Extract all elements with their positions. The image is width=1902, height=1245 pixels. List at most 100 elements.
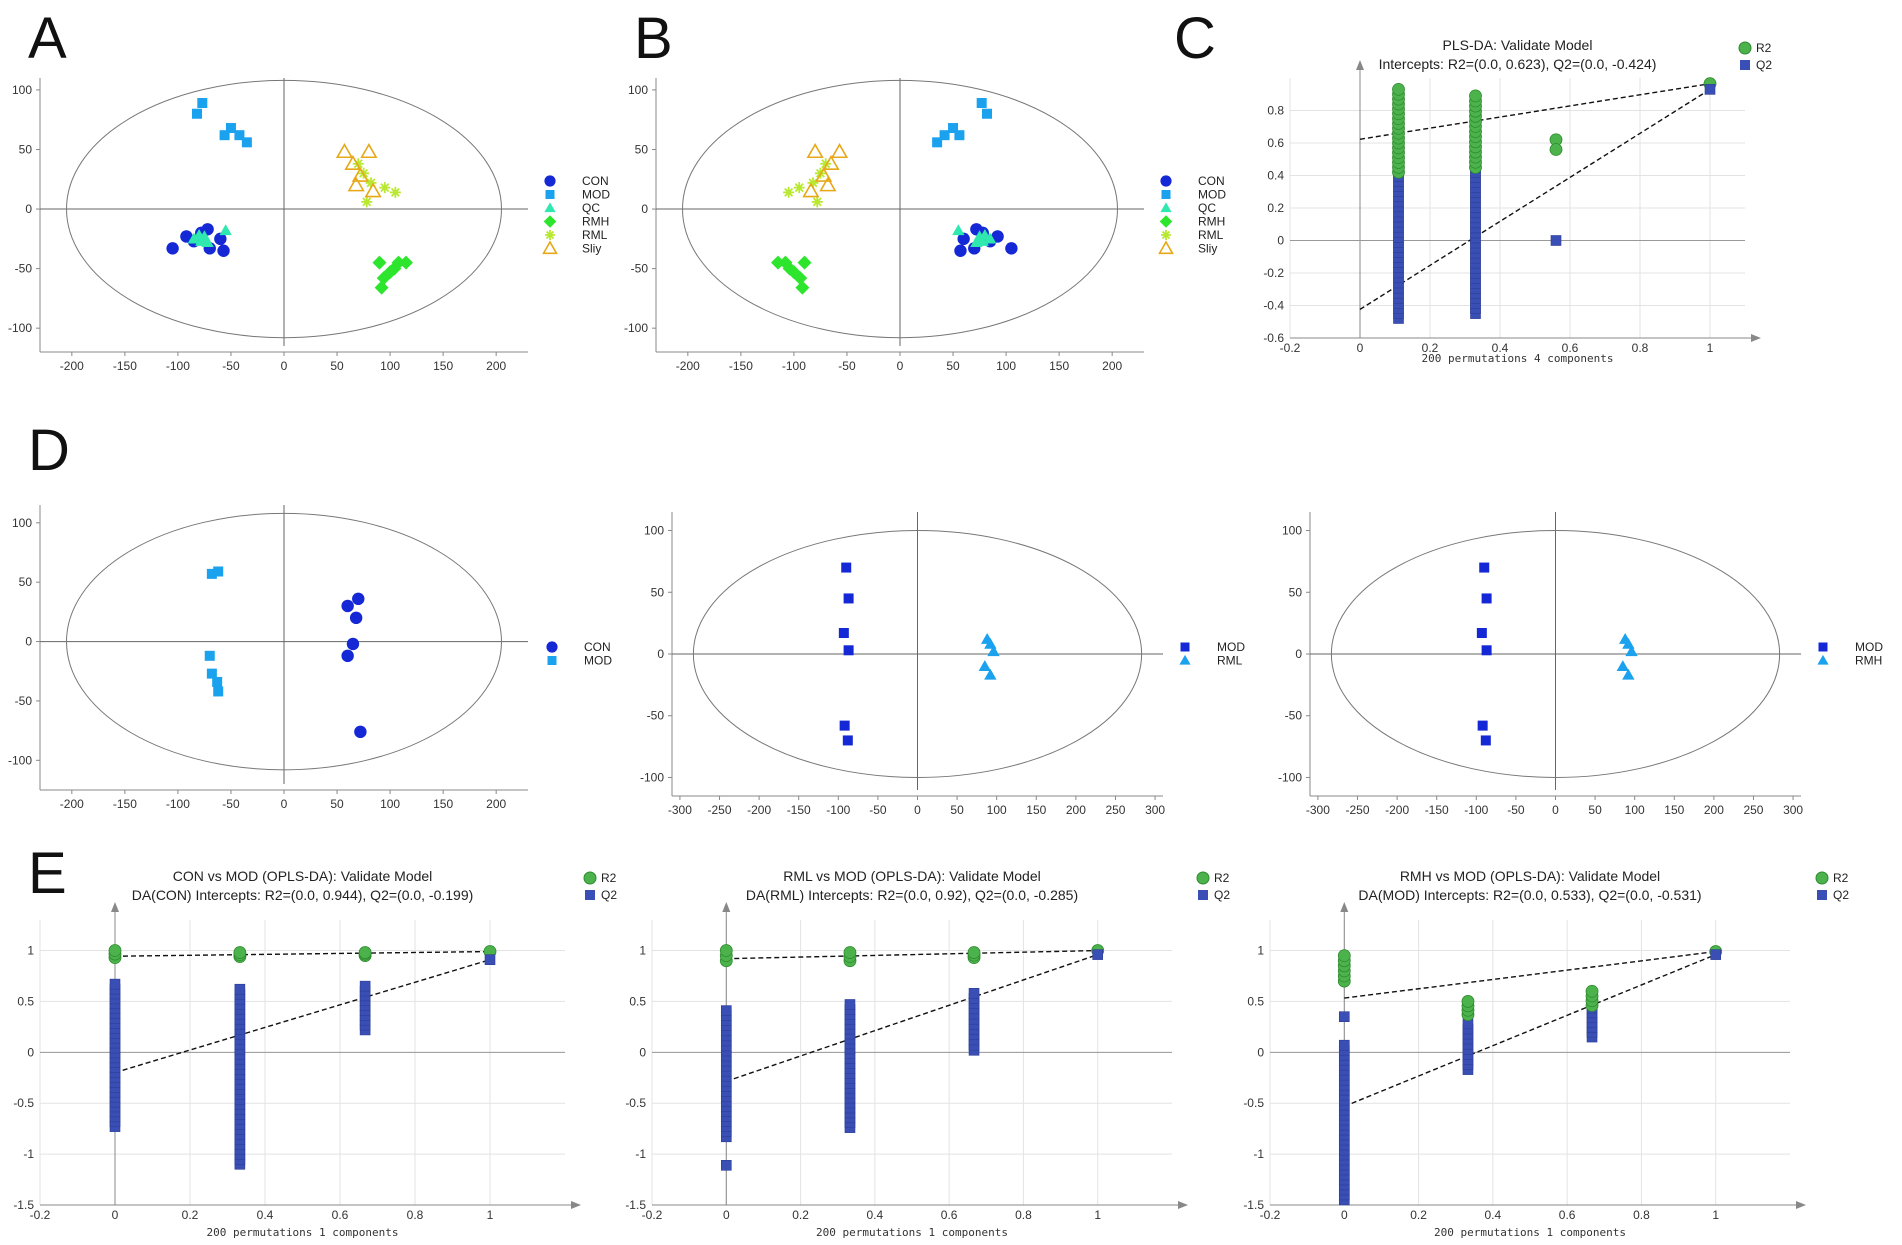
x-tick-label: -50 (222, 359, 240, 373)
hotelling-ellipse (66, 512, 502, 771)
data-point-mod (241, 137, 252, 148)
data-point-mod (192, 108, 203, 119)
x-tick-label: 50 (330, 359, 344, 373)
data-point-mod (197, 98, 208, 109)
panel-letter-c: C (1174, 6, 1216, 71)
x-tick-label: -50 (838, 359, 856, 373)
x-tick-label: -250 (708, 803, 732, 817)
data-point-mod (841, 562, 852, 573)
data-point-rmh (1625, 645, 1638, 657)
q2-original-point (1092, 949, 1104, 960)
legend-marker-r2 (583, 871, 597, 885)
data-point-mod (843, 645, 854, 656)
data-point-con (341, 599, 354, 613)
x-tick-label: 0 (1552, 803, 1559, 817)
data-point-rmh (778, 255, 793, 270)
y-tick-label: 0 (25, 635, 32, 649)
legend-marker-r2 (1196, 871, 1210, 885)
y-tick-label: 0 (639, 1045, 646, 1059)
data-point-qc (970, 236, 983, 248)
x-axis-arrow (1751, 334, 1761, 342)
data-point-mod (939, 130, 950, 141)
data-point-rmh (1616, 660, 1630, 671)
data-point-rml (978, 660, 992, 671)
legend-label: CON (582, 174, 609, 188)
data-point-sliy (364, 182, 382, 198)
q2-point (968, 987, 980, 999)
data-point-sliy (815, 166, 833, 182)
data-point-rmh (374, 280, 389, 295)
x-tick-label: 0.2 (1422, 341, 1439, 355)
x-tick-label: -250 (1346, 803, 1370, 817)
data-point-con (214, 232, 227, 246)
y-tick-label: -1.5 (625, 1198, 646, 1212)
data-point-mod (1479, 562, 1490, 573)
scores-plot-b: -200 -150 -100 -50 0 50 100 150 200 -100 -50 0 50 100… (624, 78, 1226, 373)
data-point-rmh (771, 255, 785, 270)
x-tick-label: 200 (486, 359, 506, 373)
y-tick-label: 50 (1289, 585, 1303, 599)
data-point-rml (820, 158, 832, 170)
data-point-qc (952, 224, 965, 236)
y-tick-label: -50 (15, 694, 33, 708)
y-tick-label: -0.2 (1263, 266, 1284, 280)
y-axis-arrow (1356, 60, 1364, 70)
x-tick-label: 0 (1357, 341, 1364, 355)
x-tick-label: 0.4 (867, 1208, 884, 1222)
scores-plot-d3: -300 -250 -200 -150 -100 -50 0 50 100 150 200 250 30… (1278, 512, 1883, 817)
legend-marker-rml (1179, 654, 1191, 665)
data-point-con (341, 649, 354, 663)
x-tick-label: 0.8 (1632, 341, 1649, 355)
legend-label: MOD (1217, 640, 1245, 654)
legend-marker-sliy (542, 240, 558, 255)
x-tick-label: -0.2 (1260, 1208, 1281, 1222)
x-tick-label: -150 (1425, 803, 1449, 817)
data-point-mod (1481, 645, 1492, 656)
data-point-mod (213, 566, 224, 577)
r2-regression-line (1359, 82, 1711, 140)
chart-title: RMH vs MOD (OPLS-DA): Validate Model (1400, 868, 1660, 884)
x-tick-label: 150 (1049, 359, 1069, 373)
y-tick-label: -0.5 (13, 1096, 34, 1110)
legend-label: RML (1217, 654, 1243, 668)
y-tick-label: 50 (635, 142, 649, 156)
data-point-rml (984, 668, 997, 680)
data-point-con (346, 637, 360, 651)
data-point-mod (206, 568, 217, 579)
r2-point (1392, 82, 1405, 96)
chart-subtitle: DA(RML) Intercepts: R2=(0.0, 0.92), Q2=(… (746, 887, 1078, 903)
x-axis-label: 200 permutations 1 components (816, 1226, 1008, 1239)
q2-original-point (484, 954, 496, 965)
y-tick-label: -50 (631, 262, 649, 276)
y-tick-label: -100 (1278, 770, 1302, 784)
x-tick-label: 0.8 (407, 1208, 424, 1222)
r2-point (233, 946, 247, 959)
legend-marker-rmh (1159, 215, 1173, 228)
x-tick-label: 100 (996, 359, 1016, 373)
x-tick-label: 200 (1066, 803, 1086, 817)
data-point-mod (1481, 593, 1492, 604)
q2-regression-line (1344, 953, 1716, 1108)
data-point-rmh (391, 255, 406, 270)
hotelling-ellipse (682, 79, 1118, 339)
y-tick-label: 1 (1257, 944, 1264, 958)
chart-subtitle: DA(MOD) Intercepts: R2=(0.0, 0.533), Q2=… (1358, 887, 1701, 903)
legend-marker-mod (545, 190, 555, 199)
x-tick-label: -100 (166, 359, 190, 373)
legend-marker-mod (1818, 642, 1828, 652)
data-point-rml (783, 186, 795, 198)
q2-point (720, 1160, 732, 1171)
legend-label: R2 (1756, 41, 1772, 55)
y-tick-label: 100 (12, 516, 32, 530)
legend-marker-con (1160, 175, 1172, 187)
r2-regression-line (1344, 950, 1716, 999)
data-point-rml (793, 182, 805, 194)
data-point-sliy (822, 154, 840, 170)
data-point-mod (206, 668, 217, 679)
x-tick-label: 0.8 (1015, 1208, 1032, 1222)
x-axis-label: 200 permutations 1 components (206, 1226, 398, 1239)
x-tick-label: -50 (869, 803, 887, 817)
scores-plot-d2: -300 -250 -200 -150 -100 -50 0 50 100 150 200 250 30… (640, 512, 1245, 817)
x-axis-label: 200 permutations 1 components (1434, 1226, 1626, 1239)
q2-point (1338, 1039, 1350, 1051)
